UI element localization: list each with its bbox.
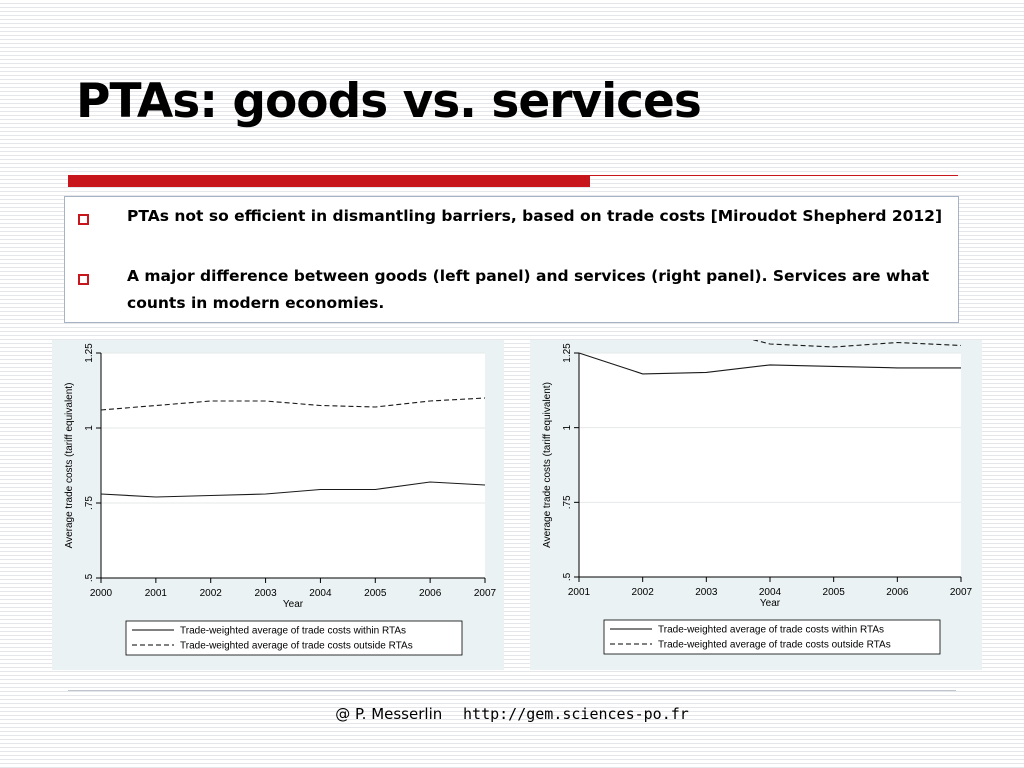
title-underline-accent [68,175,590,187]
y-tick-label: 1 [562,424,573,430]
legend-label: Trade-weighted average of trade costs wi… [658,625,884,636]
plot-area [101,353,485,578]
x-tick-label: 2001 [145,588,168,599]
goods-trade-costs-chart: .5 .75 1 1.25 2000 2001 2002 2003 2004 2005 2006 20… [64,343,497,656]
y-tick-label: .5 [562,572,573,581]
services-chart-panel: .5 .75 1 1.25 2001 2002 2003 2004 2005 2006 2007 Ye… [530,340,982,670]
y-tick-label: .5 [84,573,95,582]
x-tick-label: 2002 [200,588,223,599]
title-underline-rule [590,175,958,176]
x-tick-label: 2007 [950,587,973,598]
x-tick-label: 2006 [419,588,442,599]
series-line-outside-rtas [752,340,962,348]
x-tick-label: 2005 [364,588,387,599]
x-tick-label: 2003 [695,587,718,598]
y-tick-label: .75 [562,495,573,509]
bullet-text: A major difference between goods (left p… [127,267,930,312]
y-axis-title: Average trade costs (tariff equivalent) [64,383,75,549]
series-line-within-rtas [100,481,486,498]
x-axis-title: Year [760,598,781,609]
x-axis-title: Year [283,599,304,610]
y-tick-label: 1.25 [84,343,95,363]
footer-author: @ P. Messerlin [335,705,443,723]
x-tick-label: 2002 [632,587,655,598]
legend-label: Trade-weighted average of trade costs ou… [658,640,891,651]
square-bullet-icon [78,274,89,285]
legend-box [603,619,941,655]
x-tick-label: 2000 [90,588,113,599]
footer-url[interactable]: http://gem.sciences-po.fr [463,705,689,723]
footer: @ P. Messerlin http://gem.sciences-po.fr [0,705,1024,723]
legend-label: Trade-weighted average of trade costs ou… [180,641,413,652]
bullet-text: PTAs not so efficient in dismantling bar… [127,207,943,225]
series-line-outside-rtas [100,397,486,411]
x-tick-label: 2004 [759,587,782,598]
y-tick-label: 1.25 [562,343,573,363]
y-tick-label: .75 [84,496,95,510]
x-tick-label: 2004 [309,588,332,599]
goods-chart-panel: .5 .75 1 1.25 2000 2001 2002 2003 2004 2005 2006 20… [52,340,504,670]
services-trade-costs-chart: .5 .75 1 1.25 2001 2002 2003 2004 2005 2006 2007 Ye… [542,340,973,655]
legend-label: Trade-weighted average of trade costs wi… [180,626,406,637]
x-tick-label: 2003 [254,588,277,599]
x-tick-label: 2005 [823,587,846,598]
plot-area [579,353,961,577]
footer-divider [68,690,956,691]
square-bullet-icon [78,214,89,225]
legend-box [125,620,463,656]
y-tick-label: 1 [84,425,95,431]
series-line-within-rtas [578,352,961,375]
y-axis-title: Average trade costs (tariff equivalent) [542,382,553,548]
x-tick-label: 2007 [474,588,497,599]
x-tick-label: 2006 [886,587,909,598]
x-tick-label: 2001 [568,587,591,598]
bullet-list: PTAs not so efficient in dismantling bar… [64,196,959,323]
slide-title: PTAs: goods vs. services [76,74,702,129]
